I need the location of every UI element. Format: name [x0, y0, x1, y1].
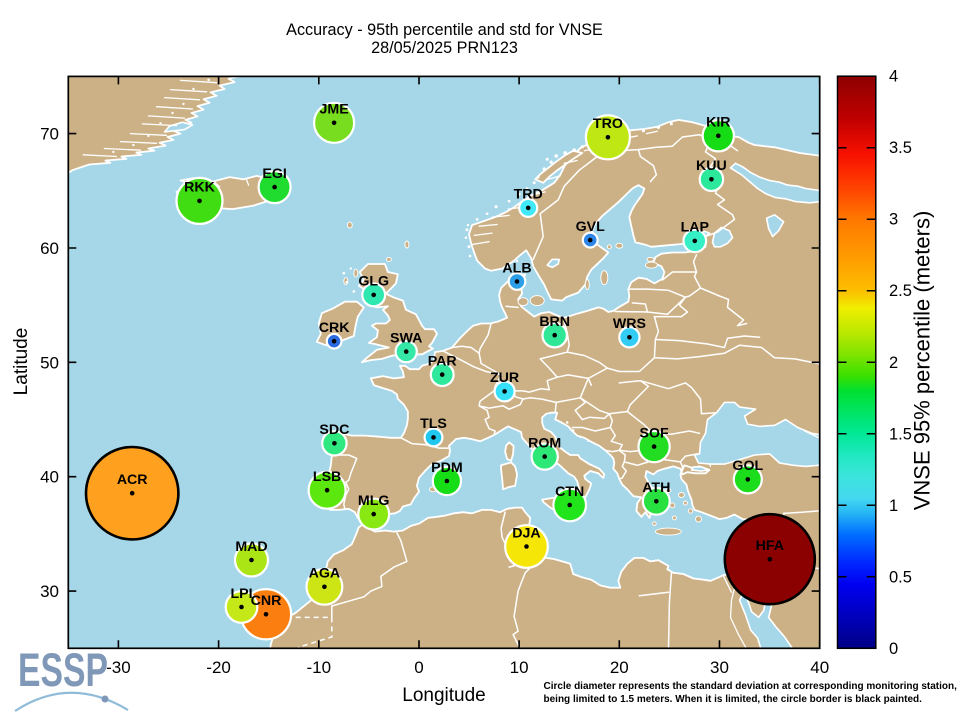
svg-text:28/05/2025 PRN123: 28/05/2025 PRN123 — [371, 39, 518, 57]
svg-text:0: 0 — [889, 640, 898, 658]
svg-text:40: 40 — [810, 658, 829, 677]
svg-text:Longitude: Longitude — [402, 685, 485, 706]
svg-text:3: 3 — [889, 211, 898, 229]
svg-text:3.5: 3.5 — [889, 139, 912, 157]
svg-text:being limited to 1.5 meters. W: being limited to 1.5 meters. When it is … — [544, 694, 923, 705]
svg-text:1: 1 — [889, 497, 898, 515]
svg-text:GOL: GOL — [732, 458, 763, 474]
svg-text:CTN: CTN — [555, 484, 584, 500]
svg-text:ACR: ACR — [117, 472, 148, 488]
svg-text:ZUR: ZUR — [490, 370, 519, 386]
svg-text:TRD: TRD — [514, 187, 543, 203]
svg-text:Latitude: Latitude — [11, 328, 32, 396]
svg-text:GLG: GLG — [358, 274, 389, 290]
svg-text:TRO: TRO — [593, 116, 623, 132]
svg-text:40: 40 — [40, 468, 59, 487]
svg-text:1.5: 1.5 — [889, 425, 912, 443]
svg-text:10: 10 — [510, 658, 529, 677]
svg-text:30: 30 — [40, 582, 59, 601]
svg-text:CRK: CRK — [319, 320, 350, 336]
svg-text:MAD: MAD — [235, 539, 267, 555]
svg-text:Circle diameter represents the: Circle diameter represents the standard … — [544, 681, 958, 692]
svg-text:BRN: BRN — [539, 314, 570, 330]
svg-text:ATH: ATH — [642, 480, 670, 496]
svg-text:2: 2 — [889, 354, 898, 372]
svg-text:PAR: PAR — [428, 353, 457, 369]
svg-text:TLS: TLS — [420, 416, 447, 432]
svg-text:KIR: KIR — [706, 115, 730, 131]
svg-text:LPI: LPI — [230, 586, 252, 602]
svg-text:KUU: KUU — [696, 158, 727, 174]
svg-text:30: 30 — [710, 658, 729, 677]
svg-text:-20: -20 — [206, 658, 231, 677]
svg-text:WRS: WRS — [613, 316, 646, 332]
svg-text:20: 20 — [610, 658, 629, 677]
svg-text:RKK: RKK — [184, 180, 215, 196]
svg-text:ESSP: ESSP — [18, 643, 108, 696]
svg-text:AGA: AGA — [309, 566, 341, 582]
svg-text:SWA: SWA — [390, 330, 422, 346]
svg-text:VNSE 95% percentile (meters): VNSE 95% percentile (meters) — [910, 211, 935, 511]
svg-text:2.5: 2.5 — [889, 282, 912, 300]
svg-text:50: 50 — [40, 353, 59, 372]
svg-text:ROM: ROM — [528, 435, 561, 451]
svg-text:-30: -30 — [106, 658, 131, 677]
svg-text:PDM: PDM — [431, 460, 463, 476]
svg-text:GVL: GVL — [576, 219, 605, 235]
svg-text:LAP: LAP — [681, 220, 709, 236]
svg-text:60: 60 — [40, 239, 59, 258]
svg-text:LSB: LSB — [313, 469, 341, 485]
svg-text:0: 0 — [414, 658, 423, 677]
svg-text:ALB: ALB — [502, 260, 531, 276]
svg-text:70: 70 — [40, 125, 59, 144]
svg-text:HFA: HFA — [756, 538, 784, 554]
svg-text:MLG: MLG — [358, 493, 390, 509]
svg-text:SDC: SDC — [319, 422, 349, 438]
svg-text:4: 4 — [889, 68, 898, 86]
svg-text:DJA: DJA — [512, 525, 540, 541]
svg-text:-10: -10 — [307, 658, 332, 677]
svg-text:0.5: 0.5 — [889, 568, 912, 586]
svg-text:Accuracy - 95th percentile and: Accuracy - 95th percentile and std for V… — [286, 21, 603, 39]
svg-text:EGI: EGI — [262, 166, 286, 182]
svg-text:SOF: SOF — [640, 425, 669, 441]
svg-text:CNR: CNR — [251, 593, 282, 609]
svg-text:JME: JME — [320, 102, 349, 118]
